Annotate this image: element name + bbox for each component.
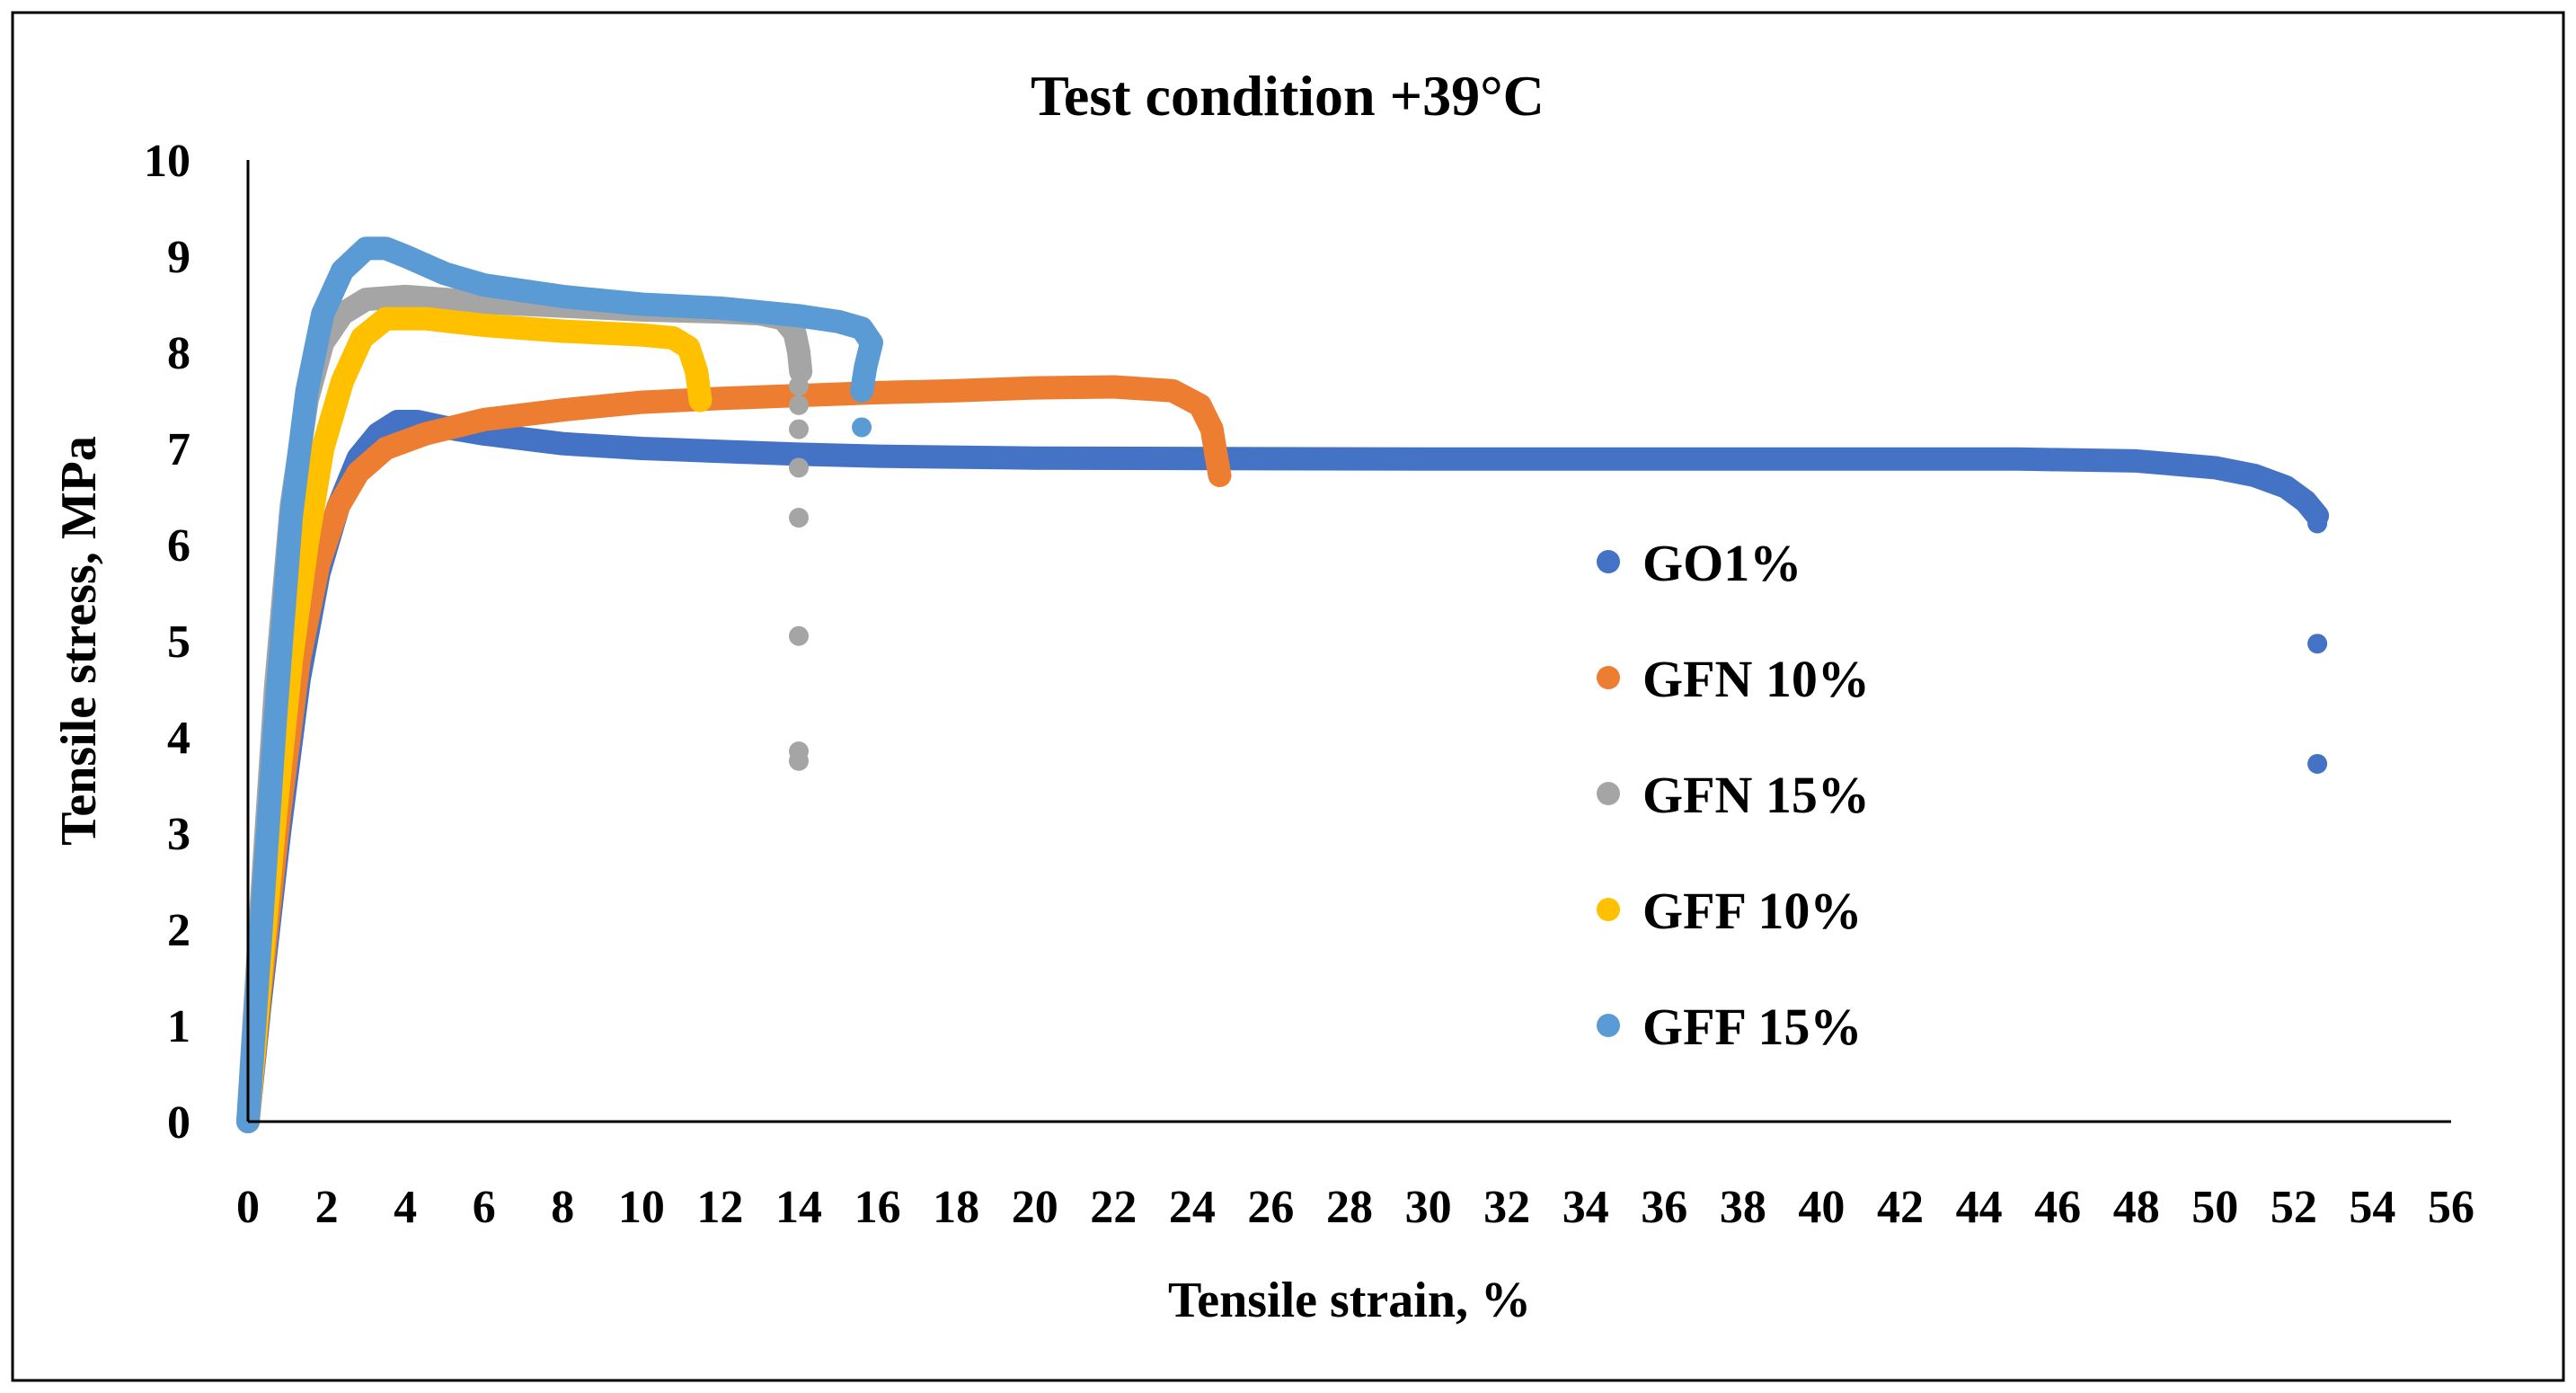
legend-marker xyxy=(1597,898,1620,921)
y-tick-label: 5 xyxy=(167,617,190,668)
x-tick-label: 10 xyxy=(618,1182,665,1233)
legend-marker xyxy=(1597,550,1620,573)
x-tick-label: 18 xyxy=(933,1182,979,1233)
series-line xyxy=(236,236,883,1133)
plot-area xyxy=(236,236,2330,1133)
data-point xyxy=(789,508,809,528)
x-tick-label: 12 xyxy=(696,1182,743,1233)
data-point xyxy=(2307,513,2328,534)
y-tick-label: 0 xyxy=(167,1097,190,1149)
x-tick-label: 20 xyxy=(1012,1182,1058,1233)
x-tick-label: 26 xyxy=(1247,1182,1294,1233)
x-tick-label: 2 xyxy=(315,1182,339,1233)
x-tick-label: 34 xyxy=(1562,1182,1609,1233)
y-tick-label: 6 xyxy=(167,520,190,572)
legend-label: GFF 10% xyxy=(1642,882,1862,940)
x-tick-label: 8 xyxy=(551,1182,574,1233)
y-tick-labels: 0 1 2 3 4 5 6 7 8 9 10 xyxy=(144,136,190,1149)
data-point xyxy=(2307,634,2328,654)
data-point xyxy=(789,457,809,478)
y-tick-label: 7 xyxy=(167,424,190,475)
legend-label: GO1% xyxy=(1642,534,1801,592)
x-tick-label: 22 xyxy=(1090,1182,1137,1233)
x-tick-label: 16 xyxy=(854,1182,901,1233)
x-tick-label: 6 xyxy=(473,1182,496,1233)
y-tick-label: 1 xyxy=(167,1001,190,1052)
legend-marker xyxy=(1597,666,1620,689)
data-point xyxy=(2307,753,2328,774)
x-axis-title: Tensile strain, % xyxy=(1168,1273,1531,1328)
x-tick-label: 30 xyxy=(1405,1182,1452,1233)
x-tick-label: 46 xyxy=(2034,1182,2081,1233)
x-tick-labels: 0 2 4 6 8 10 12 14 16 18 20 22 24 26 28 30 32 34 36 38 40 42 4… xyxy=(236,1182,2474,1233)
legend-label: GFF 15% xyxy=(1642,998,1862,1056)
x-tick-label: 52 xyxy=(2271,1182,2317,1233)
x-tick-label: 36 xyxy=(1641,1182,1687,1233)
y-tick-label: 4 xyxy=(167,713,190,764)
data-point xyxy=(789,750,809,771)
series-gfn-10- xyxy=(236,375,1232,1133)
legend: GO1% GFN 10% GFN 15% GFF 10% GFF 15% xyxy=(1597,534,1870,1056)
data-point xyxy=(789,419,809,439)
x-tick-label: 50 xyxy=(2191,1182,2238,1233)
x-tick-label: 24 xyxy=(1169,1182,1216,1233)
y-tick-label: 10 xyxy=(144,136,190,187)
chart-frame xyxy=(11,11,2565,1382)
series-line xyxy=(236,375,1232,1133)
y-tick-label: 9 xyxy=(167,232,190,283)
data-point xyxy=(789,395,809,415)
series-gff-15- xyxy=(236,236,883,1133)
x-tick-label: 14 xyxy=(775,1182,822,1233)
y-axis-title: Tensile stress, MPa xyxy=(51,436,107,846)
x-tick-label: 0 xyxy=(236,1182,260,1233)
legend-marker xyxy=(1597,782,1620,805)
legend-label: GFN 10% xyxy=(1642,650,1870,708)
x-tick-label: 32 xyxy=(1483,1182,1530,1233)
x-tick-label: 56 xyxy=(2428,1182,2474,1233)
x-tick-label: 28 xyxy=(1326,1182,1373,1233)
x-tick-label: 42 xyxy=(1877,1182,1924,1233)
y-tick-label: 2 xyxy=(167,905,190,956)
x-tick-label: 4 xyxy=(394,1182,417,1233)
y-tick-label: 8 xyxy=(167,328,190,379)
data-point xyxy=(852,417,872,438)
x-tick-label: 48 xyxy=(2113,1182,2160,1233)
legend-label: GFN 15% xyxy=(1642,766,1870,824)
legend-marker xyxy=(1597,1014,1620,1037)
x-tick-label: 44 xyxy=(1956,1182,2003,1233)
data-point xyxy=(789,376,809,396)
x-tick-label: 40 xyxy=(1798,1182,1845,1233)
chart-title: Test condition +39°C xyxy=(1031,64,1545,128)
x-tick-label: 38 xyxy=(1720,1182,1766,1233)
y-tick-label: 3 xyxy=(167,809,190,860)
data-point xyxy=(789,626,809,646)
x-tick-label: 54 xyxy=(2349,1182,2395,1233)
